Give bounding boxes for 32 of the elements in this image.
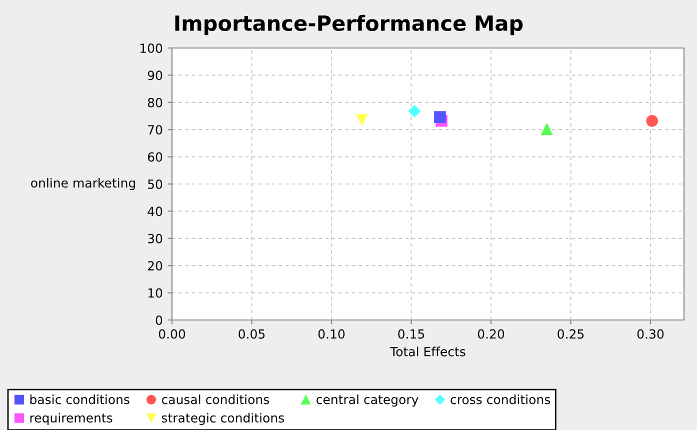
point (356, 114, 368, 126)
y-tick-label: 30 (148, 234, 162, 244)
y-tick-label: 90 (148, 70, 162, 80)
x-tick-label: 0.30 (637, 329, 664, 339)
x-tick-label: 0.10 (318, 329, 345, 339)
x-tick-label: 0.15 (398, 329, 424, 339)
point (646, 114, 658, 127)
legend-label: strategic conditions (162, 412, 284, 425)
x-tick-label: 0.05 (238, 329, 265, 339)
y-axis-title: online marketing (31, 178, 136, 190)
y-tick-label: 60 (148, 152, 162, 162)
x-axis-title: Total Effects (390, 346, 466, 356)
y-tick-label: 100 (140, 43, 162, 53)
point (408, 104, 421, 118)
point (540, 123, 553, 135)
legend-label: causal conditions (162, 394, 269, 404)
y-tick-label: 80 (148, 98, 162, 108)
y-tick-label: 0 (156, 315, 162, 325)
y-tick-label: 70 (148, 125, 162, 135)
point (434, 111, 446, 123)
legend-label: central category (316, 394, 418, 407)
legend-label: basic conditions (30, 394, 130, 404)
x-tick-label: 0.20 (478, 329, 504, 339)
chart-title: Importance-Performance Map (175, 14, 523, 36)
y-tick-label: 40 (148, 206, 162, 216)
y-tick-label: 10 (148, 288, 162, 298)
x-tick-label: 0.00 (158, 329, 186, 339)
legend-label: requirements (30, 412, 112, 425)
x-tick-label: 0.25 (558, 329, 584, 339)
y-tick-label: 50 (148, 179, 162, 189)
y-tick-label: 20 (148, 261, 162, 271)
legend-label: cross conditions (450, 394, 550, 404)
